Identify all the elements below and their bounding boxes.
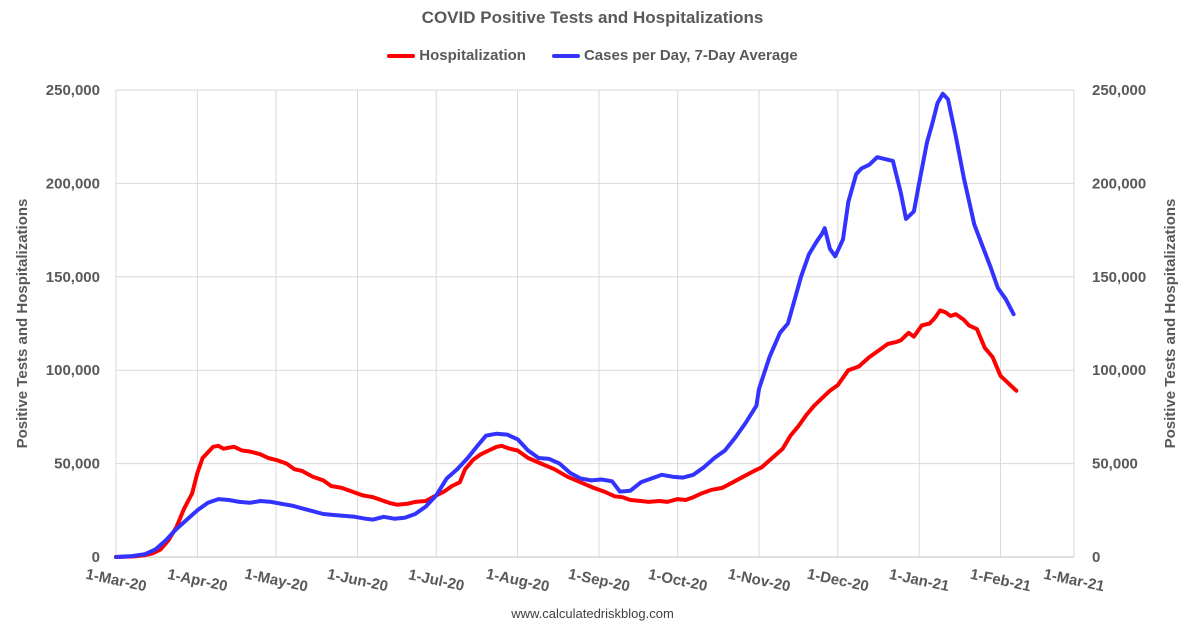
- y-tick-label-right: 200,000: [1092, 175, 1146, 192]
- x-tick-label: 1-Jun-20: [326, 566, 390, 595]
- x-tick-label: 1-Mar-20: [84, 566, 148, 595]
- y-tick-label-left: 50,000: [54, 456, 100, 473]
- y-tick-label-left: 0: [92, 549, 100, 566]
- y-tick-label-right: 0: [1092, 549, 1100, 566]
- y-tick-label-left: 100,000: [46, 362, 100, 379]
- legend-swatch-cases: [551, 53, 580, 58]
- x-tick-label: 1-Mar-21: [1042, 566, 1106, 595]
- chart-title: COVID Positive Tests and Hospitalization…: [421, 8, 764, 27]
- y-tick-label-right: 150,000: [1092, 269, 1146, 286]
- source-credit: www.calculatedriskblog.com: [511, 606, 674, 621]
- y-tick-label-left: 250,000: [46, 82, 100, 99]
- series-line-cases: [114, 91, 1016, 559]
- x-tick-label: 1-Apr-20: [166, 566, 229, 595]
- x-tick-label: 1-Aug-20: [485, 566, 551, 596]
- y-tick-label-left: 200,000: [46, 175, 100, 192]
- y-tick-label-right: 100,000: [1092, 362, 1146, 379]
- x-tick-label: 1-Feb-21: [969, 566, 1033, 595]
- legend: Hospitalization Cases per Day, 7-Day Ave…: [0, 47, 1185, 64]
- series-line-hospitalization: [114, 308, 1019, 559]
- legend-swatch-hospitalization: [387, 53, 416, 58]
- y-tick-label-right: 250,000: [1092, 82, 1146, 99]
- x-tick-label: 1-Jan-21: [888, 566, 951, 595]
- legend-item-cases: Cases per Day, 7-Day Average: [551, 47, 798, 64]
- y-tick-label-right: 50,000: [1092, 456, 1138, 473]
- y-axis-title-left: Positive Tests and Hospitalizations: [14, 199, 31, 449]
- legend-label-cases: Cases per Day, 7-Day Average: [583, 47, 798, 64]
- legend-item-hospitalization: Hospitalization: [387, 47, 526, 64]
- x-tick-label: 1-Jul-20: [407, 566, 466, 594]
- y-tick-label-left: 150,000: [46, 269, 100, 286]
- x-tick-label: 1-Nov-20: [726, 566, 792, 596]
- y-axis-title-right: Positive Tests and Hospitalizations: [1162, 199, 1179, 449]
- x-tick-label: 1-Sep-20: [567, 566, 632, 596]
- x-tick-label: 1-Oct-20: [647, 566, 709, 595]
- x-tick-label: 1-Dec-20: [806, 566, 871, 596]
- x-tick-label: 1-May-20: [243, 566, 309, 596]
- legend-label-hospitalization: Hospitalization: [419, 47, 526, 64]
